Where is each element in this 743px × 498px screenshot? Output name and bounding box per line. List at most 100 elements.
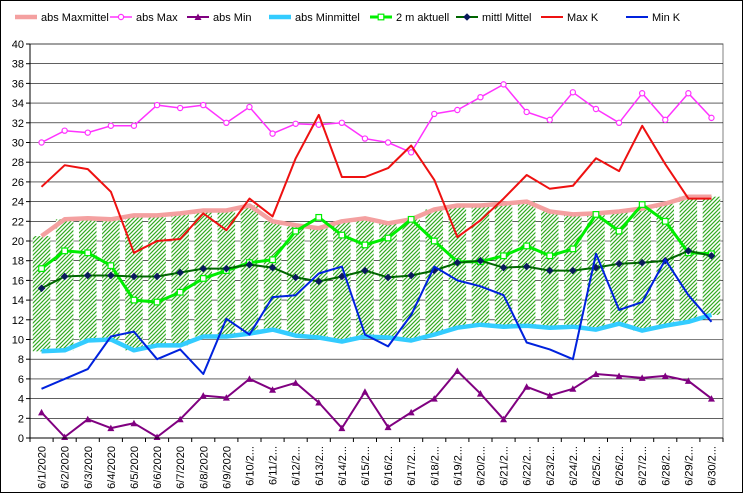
data-point (361, 135, 369, 142)
legend-label: abs Max (136, 12, 178, 24)
y-tick-label: 26 (12, 177, 24, 189)
x-tick-label: 6/1/2020 (37, 446, 49, 489)
range-bar (471, 205, 490, 325)
y-tick-label: 38 (12, 59, 24, 71)
data-point (407, 149, 415, 156)
data-point (153, 101, 161, 109)
data-point (569, 266, 577, 275)
data-point (61, 247, 69, 255)
data-point (407, 271, 415, 280)
y-tick-label: 24 (12, 197, 24, 209)
data-point (292, 120, 299, 127)
data-point (117, 13, 125, 21)
legend-label: mittl Mittel (482, 12, 532, 24)
data-point (130, 296, 138, 304)
x-tick-label: 6/3/2020 (83, 446, 95, 489)
y-tick-label: 32 (12, 118, 24, 130)
data-point (199, 275, 207, 282)
data-point (107, 271, 115, 280)
data-point (222, 394, 230, 401)
x-tick-label: 6/26/2... (614, 446, 626, 486)
y-tick-label: 36 (12, 78, 24, 90)
x-tick-label: 6/7/2020 (175, 446, 187, 489)
data-point (338, 231, 346, 239)
y-tick-label: 0 (18, 433, 24, 445)
data-point (523, 383, 531, 390)
data-point (500, 415, 508, 423)
data-point (153, 298, 161, 306)
y-tick-label: 34 (12, 98, 24, 110)
x-tick-label: 6/21/2... (499, 446, 511, 486)
y-tick-label: 6 (18, 374, 24, 386)
data-point (615, 372, 623, 379)
abs-maxmittel-line (40, 194, 712, 238)
data-point (454, 106, 461, 114)
data-point (638, 258, 646, 267)
series-lines (37, 81, 716, 441)
x-tick-label: 6/2/2020 (60, 446, 72, 489)
2-m-aktuell-line (40, 203, 712, 304)
data-point (199, 264, 208, 273)
data-point (269, 256, 276, 264)
data-point (592, 370, 600, 377)
data-point (523, 108, 530, 116)
y-tick-label: 2 (18, 413, 24, 425)
data-point (453, 258, 462, 267)
data-point (176, 104, 184, 112)
legend: abs Maxmittel abs Max abs Min abs Minmittel… (15, 12, 681, 24)
range-bar (125, 215, 143, 351)
legend-label: abs Maxmittel (41, 12, 109, 24)
data-point (615, 259, 623, 268)
range-bar (633, 208, 651, 331)
x-tick-label: 6/18/2... (429, 446, 441, 486)
x-tick-label: 6/25/2... (591, 446, 603, 486)
x-tick-label: 6/4/2020 (106, 446, 118, 489)
data-point (38, 408, 46, 416)
abs-max-line (41, 83, 713, 154)
y-tick-label: 30 (12, 138, 24, 150)
data-point (384, 139, 392, 146)
data-point (707, 251, 716, 260)
data-point (569, 89, 577, 96)
legend-label: 2 m aktuell (396, 12, 449, 24)
data-point (361, 241, 369, 249)
data-point (84, 129, 91, 136)
y-tick-label: 22 (12, 216, 24, 228)
data-point (685, 90, 692, 97)
data-point (200, 101, 207, 109)
data-point (153, 272, 161, 281)
data-point (84, 249, 92, 257)
range-bar (102, 219, 120, 340)
data-point (615, 119, 623, 127)
legend-label: abs Minmittel (295, 12, 360, 24)
data-point (431, 110, 438, 118)
data-point (569, 245, 577, 253)
y-tick-label: 8 (18, 354, 24, 366)
data-point (500, 81, 507, 88)
min-k-line (41, 252, 713, 390)
data-point (107, 262, 115, 270)
data-point (130, 419, 138, 427)
range-bar (402, 219, 420, 341)
x-tick-label: 6/24/2... (568, 446, 580, 486)
data-point (430, 395, 438, 402)
abs-min-line (40, 370, 713, 438)
data-point (477, 93, 484, 101)
data-point (592, 105, 600, 113)
y-tick-label: 40 (12, 39, 24, 51)
data-point (223, 119, 230, 127)
x-tick-label: 6/11/2... (268, 446, 280, 485)
data-point (83, 271, 92, 280)
x-tick-label: 6/15/2... (360, 446, 372, 486)
mittl-mittel-line (41, 249, 712, 290)
data-point (315, 121, 322, 128)
data-point (545, 266, 554, 275)
data-point (245, 375, 253, 382)
x-tick-label: 6/10/2... (244, 446, 256, 486)
range-bar (356, 218, 374, 337)
data-point (546, 252, 554, 260)
y-tick-label: 28 (12, 157, 24, 169)
data-point (384, 234, 392, 242)
data-point (269, 386, 277, 393)
x-tick-label: 6/12/2... (291, 446, 303, 486)
